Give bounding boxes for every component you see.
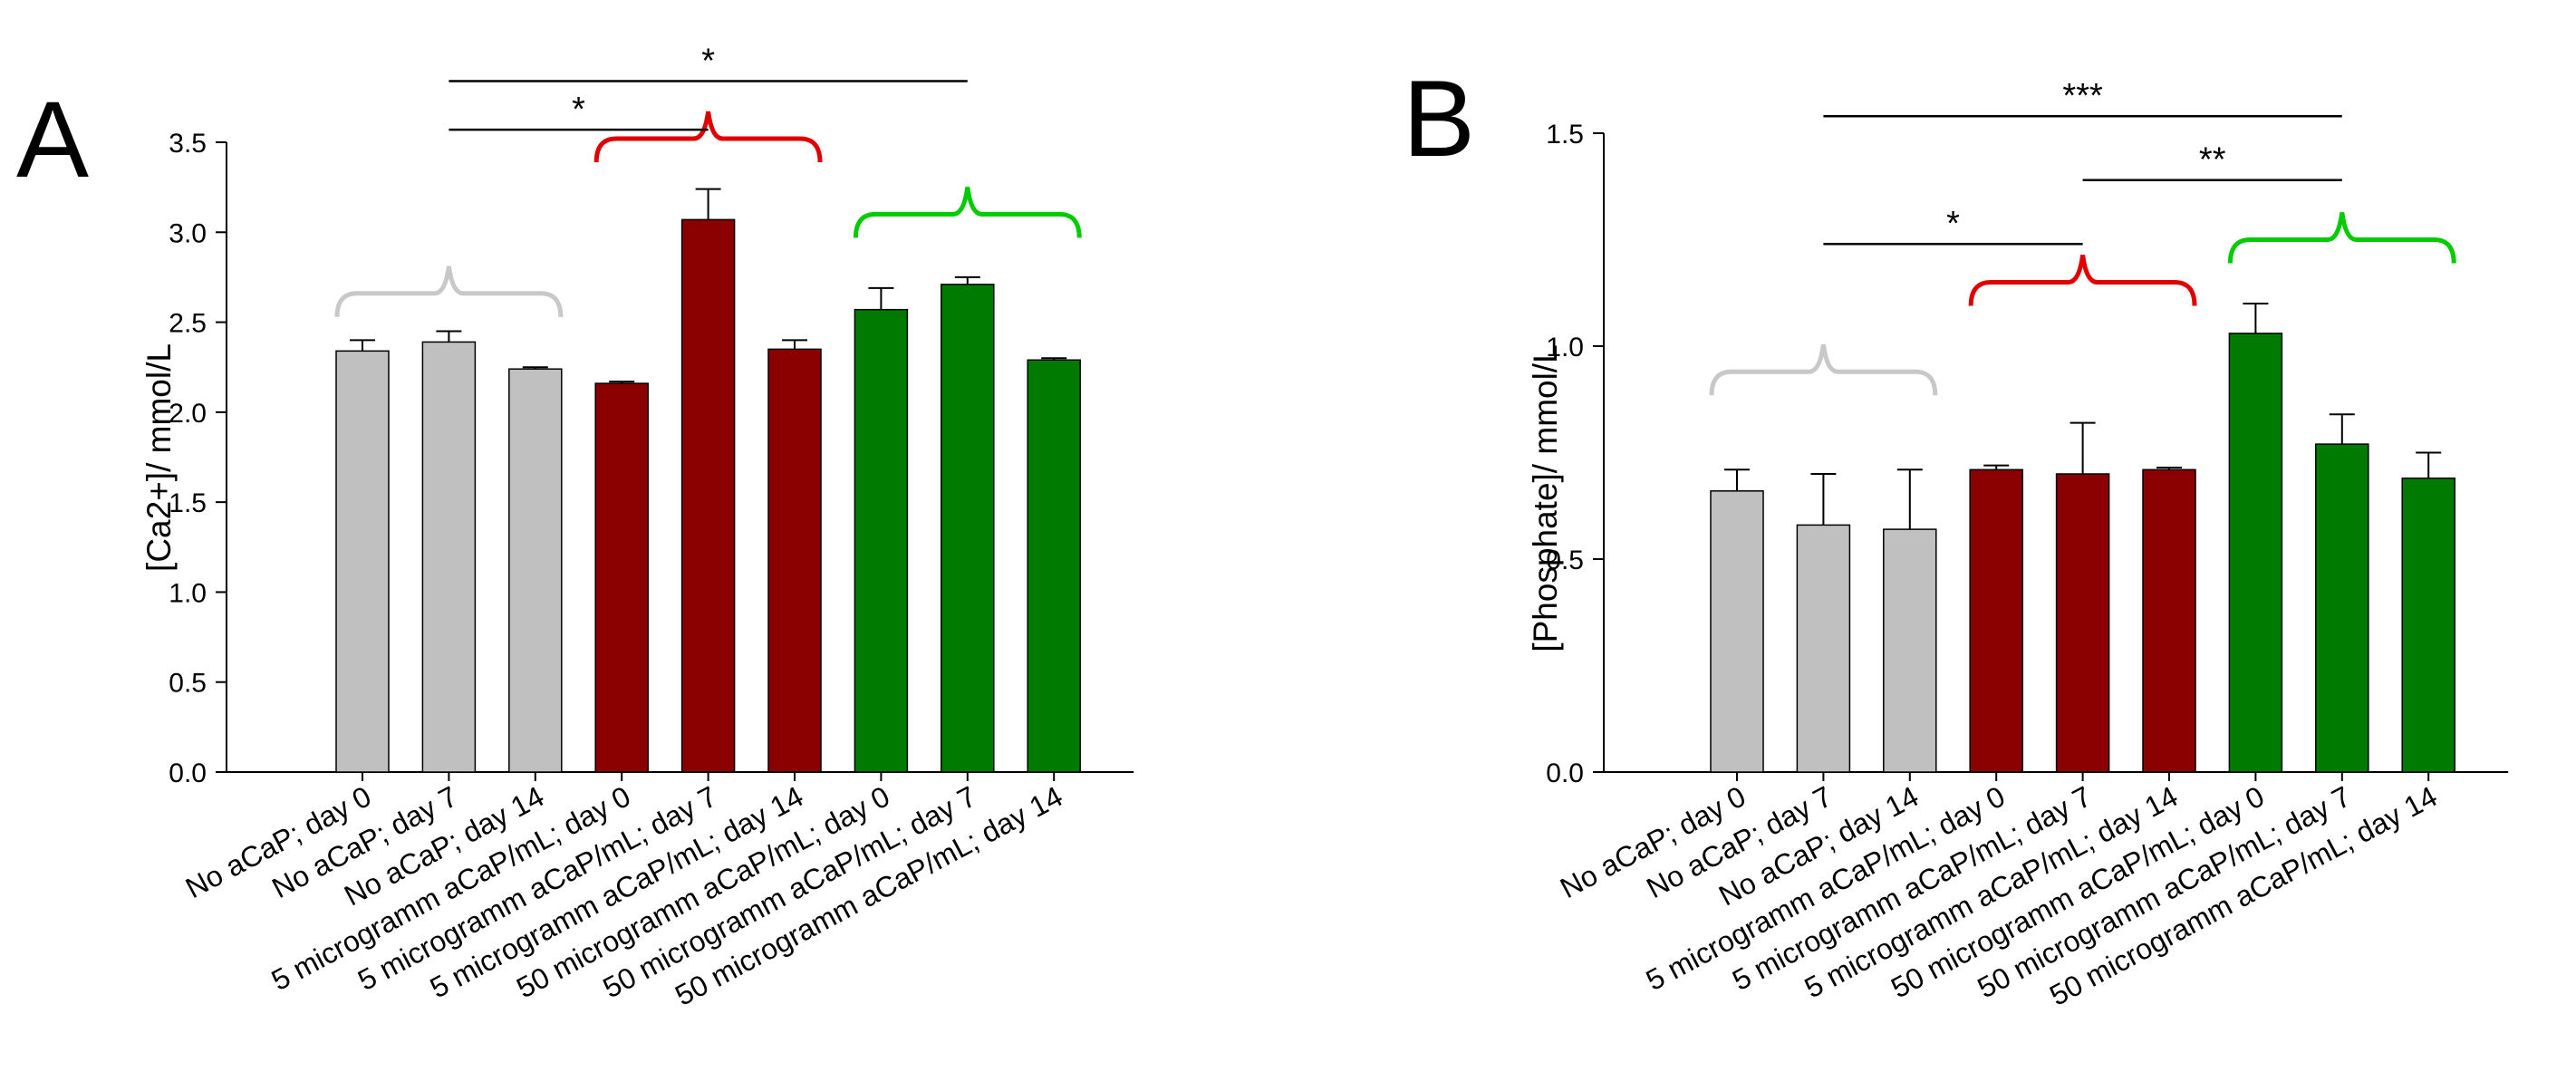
y-tick-label: 0.5 bbox=[169, 669, 207, 699]
bar bbox=[2142, 468, 2196, 773]
panel-a: A [Ca2+]/ mmol/L 0.0 0.5 1.0 1.5 2.0 2.5 3.0 3.… bbox=[16, 42, 1134, 1012]
group-bracket bbox=[593, 111, 823, 163]
y-tick-label: 1.0 bbox=[169, 578, 207, 608]
panel-b: B [Phosphate]/ mmol/L 0.00.51.01.5No aCa… bbox=[1403, 58, 2509, 1012]
panel-label-a: A bbox=[16, 79, 89, 200]
significance-label: * bbox=[572, 91, 585, 129]
bar bbox=[1969, 468, 2023, 773]
y-axis-label-b: [Phosphate]/ mmol/L bbox=[1527, 344, 1564, 652]
significance-label: * bbox=[1946, 205, 1960, 243]
bar bbox=[2228, 333, 2283, 773]
y-tick-label: 1.5 bbox=[169, 488, 207, 518]
group-bracket bbox=[1709, 343, 1938, 396]
bar bbox=[1883, 528, 1937, 773]
panel-label-b: B bbox=[1403, 58, 1475, 179]
y-tick-label: 3.5 bbox=[169, 129, 207, 159]
y-axis-label-a: [Ca2+]/ mmol/L bbox=[140, 343, 178, 572]
group-bracket bbox=[853, 187, 1082, 238]
bar bbox=[767, 348, 822, 773]
bar bbox=[941, 284, 995, 773]
bar bbox=[335, 350, 390, 773]
y-tick-label: 0.5 bbox=[1546, 546, 1584, 575]
significance-label: * bbox=[701, 42, 715, 80]
significance-label: ** bbox=[2199, 141, 2226, 179]
bar bbox=[508, 368, 563, 773]
group-bracket bbox=[2227, 212, 2456, 264]
plot-area-a: 0.00.51.01.52.02.53.03.5No aCaP; day 0No… bbox=[169, 42, 1134, 1012]
bar bbox=[1710, 490, 1764, 773]
group-bracket bbox=[334, 266, 564, 317]
plot-area-b: 0.00.51.01.5No aCaP; day 0No aCaP; day 7… bbox=[1546, 77, 2509, 1012]
bar bbox=[421, 341, 477, 773]
y-tick-label: 3.0 bbox=[169, 218, 207, 248]
bar bbox=[2055, 473, 2110, 773]
bar bbox=[680, 218, 736, 773]
bar bbox=[2401, 477, 2455, 773]
y-tick-label: 0.0 bbox=[169, 758, 207, 788]
y-tick-label: 2.5 bbox=[169, 309, 207, 339]
y-tick-label: 1.0 bbox=[1546, 333, 1584, 362]
bar bbox=[1027, 359, 1081, 773]
y-tick-label: 2.0 bbox=[169, 399, 207, 429]
group-bracket bbox=[1968, 255, 2197, 306]
bar bbox=[2315, 443, 2369, 773]
bar bbox=[1796, 524, 1851, 773]
bar bbox=[594, 382, 649, 773]
bar bbox=[854, 308, 909, 773]
y-tick-label: 1.5 bbox=[1546, 120, 1584, 150]
significance-label: *** bbox=[2062, 77, 2103, 115]
y-tick-label: 0.0 bbox=[1546, 758, 1584, 788]
